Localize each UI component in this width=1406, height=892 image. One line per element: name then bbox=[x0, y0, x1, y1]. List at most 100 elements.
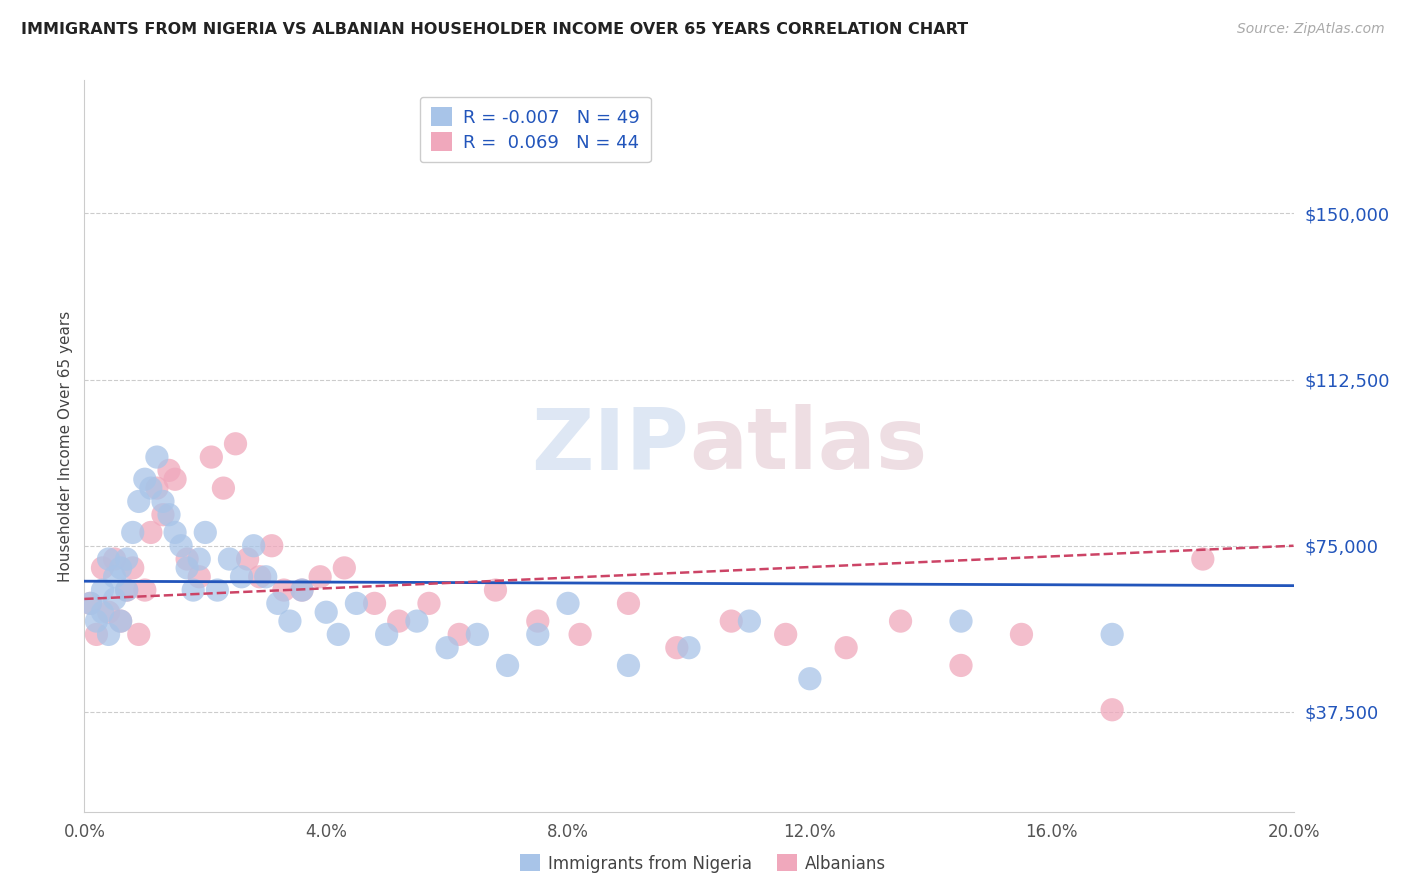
Point bbox=[188, 552, 211, 566]
Point bbox=[121, 525, 143, 540]
Point bbox=[128, 627, 150, 641]
Point bbox=[950, 658, 973, 673]
Point bbox=[678, 640, 700, 655]
Point bbox=[194, 525, 217, 540]
Point bbox=[484, 583, 506, 598]
Text: ZIP: ZIP bbox=[531, 404, 689, 488]
Point bbox=[569, 627, 592, 641]
Point bbox=[720, 614, 742, 628]
Point bbox=[278, 614, 301, 628]
Point bbox=[97, 552, 120, 566]
Point bbox=[176, 561, 198, 575]
Point bbox=[79, 596, 101, 610]
Point bbox=[527, 614, 550, 628]
Point bbox=[738, 614, 761, 628]
Point bbox=[170, 539, 193, 553]
Point bbox=[273, 583, 295, 598]
Point bbox=[176, 552, 198, 566]
Point bbox=[139, 525, 162, 540]
Point bbox=[152, 508, 174, 522]
Point bbox=[418, 596, 440, 610]
Point bbox=[267, 596, 290, 610]
Point bbox=[207, 583, 229, 598]
Point bbox=[134, 583, 156, 598]
Legend: Immigrants from Nigeria, Albanians: Immigrants from Nigeria, Albanians bbox=[513, 847, 893, 880]
Text: Source: ZipAtlas.com: Source: ZipAtlas.com bbox=[1237, 22, 1385, 37]
Text: atlas: atlas bbox=[689, 404, 927, 488]
Y-axis label: Householder Income Over 65 years: Householder Income Over 65 years bbox=[58, 310, 73, 582]
Point bbox=[1192, 552, 1215, 566]
Point bbox=[775, 627, 797, 641]
Point bbox=[91, 561, 114, 575]
Point bbox=[617, 596, 640, 610]
Point bbox=[218, 552, 240, 566]
Point bbox=[436, 640, 458, 655]
Point bbox=[225, 437, 247, 451]
Point bbox=[157, 508, 180, 522]
Point bbox=[121, 561, 143, 575]
Point bbox=[467, 627, 489, 641]
Point bbox=[346, 596, 368, 610]
Point bbox=[388, 614, 411, 628]
Point bbox=[115, 583, 138, 598]
Point bbox=[128, 494, 150, 508]
Point bbox=[1101, 627, 1123, 641]
Point bbox=[104, 570, 127, 584]
Point bbox=[557, 596, 579, 610]
Point bbox=[152, 494, 174, 508]
Point bbox=[890, 614, 912, 628]
Point bbox=[104, 552, 127, 566]
Point bbox=[406, 614, 429, 628]
Point bbox=[617, 658, 640, 673]
Point bbox=[254, 570, 277, 584]
Point bbox=[165, 472, 187, 486]
Point bbox=[291, 583, 314, 598]
Point bbox=[86, 627, 108, 641]
Point bbox=[449, 627, 471, 641]
Point bbox=[188, 570, 211, 584]
Point bbox=[139, 481, 162, 495]
Point bbox=[200, 450, 222, 464]
Point bbox=[333, 561, 356, 575]
Point bbox=[315, 605, 337, 619]
Point bbox=[835, 640, 858, 655]
Point bbox=[146, 450, 169, 464]
Point bbox=[110, 614, 132, 628]
Point bbox=[91, 605, 114, 619]
Point bbox=[86, 614, 108, 628]
Point bbox=[665, 640, 688, 655]
Point bbox=[165, 525, 187, 540]
Point bbox=[115, 552, 138, 566]
Point bbox=[260, 539, 283, 553]
Point bbox=[181, 583, 204, 598]
Legend: R = -0.007   N = 49, R =  0.069   N = 44: R = -0.007 N = 49, R = 0.069 N = 44 bbox=[420, 96, 651, 162]
Point bbox=[363, 596, 385, 610]
Point bbox=[79, 596, 101, 610]
Point bbox=[328, 627, 350, 641]
Point bbox=[950, 614, 973, 628]
Point bbox=[527, 627, 550, 641]
Point bbox=[799, 672, 821, 686]
Point bbox=[1101, 703, 1123, 717]
Text: IMMIGRANTS FROM NIGERIA VS ALBANIAN HOUSEHOLDER INCOME OVER 65 YEARS CORRELATION: IMMIGRANTS FROM NIGERIA VS ALBANIAN HOUS… bbox=[21, 22, 969, 37]
Point bbox=[146, 481, 169, 495]
Point bbox=[134, 472, 156, 486]
Point bbox=[231, 570, 253, 584]
Point bbox=[249, 570, 271, 584]
Point bbox=[375, 627, 398, 641]
Point bbox=[309, 570, 332, 584]
Point bbox=[496, 658, 519, 673]
Point bbox=[97, 605, 120, 619]
Point bbox=[212, 481, 235, 495]
Point bbox=[91, 583, 114, 598]
Point bbox=[291, 583, 314, 598]
Point bbox=[110, 561, 132, 575]
Point bbox=[104, 591, 127, 606]
Point bbox=[242, 539, 264, 553]
Point bbox=[115, 583, 138, 598]
Point bbox=[157, 463, 180, 477]
Point bbox=[110, 614, 132, 628]
Point bbox=[97, 627, 120, 641]
Point bbox=[236, 552, 259, 566]
Point bbox=[1011, 627, 1033, 641]
